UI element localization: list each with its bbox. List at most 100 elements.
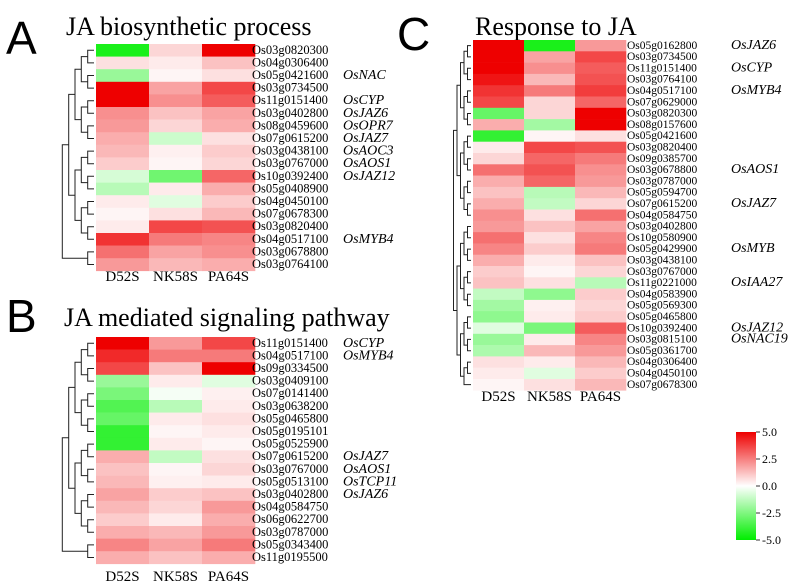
dendrogram-branch	[87, 226, 94, 240]
dendrogram-branch	[74, 361, 82, 414]
row-label: Os11g0221000	[627, 277, 697, 289]
row-label: Os03g0438100	[627, 255, 698, 267]
column-label: PA64S	[208, 569, 249, 585]
heatmap-cell	[202, 119, 256, 133]
dendrogram-branch	[68, 93, 75, 196]
heatmap-cell	[149, 526, 203, 539]
column-label: NK58S	[153, 569, 198, 585]
heatmap-cell	[473, 311, 525, 323]
row-label: Os03g0820300	[252, 43, 328, 57]
row-label: Os03g0678800	[627, 164, 698, 176]
heatmap-cell	[96, 463, 150, 476]
heatmap-cell	[149, 157, 203, 171]
heatmap-cell	[524, 40, 576, 52]
row-label: Os03g0402800	[627, 221, 698, 233]
heatmap-cell	[202, 170, 256, 183]
dendrogram-branch	[87, 342, 94, 357]
heatmap-cell	[524, 220, 576, 233]
dendrogram-branch	[87, 251, 94, 265]
heatmap-cell	[202, 157, 256, 171]
heatmap-cell	[575, 85, 627, 97]
row-label: Os05g0343400	[252, 537, 328, 551]
panel-b-letter: B	[6, 290, 37, 342]
heatmap-cell	[96, 488, 150, 502]
row-label: Os03g0820300	[627, 108, 698, 120]
dendrogram-branch	[87, 49, 94, 64]
heatmap-cell	[202, 412, 256, 426]
row-label: Os05g0429900	[627, 243, 698, 255]
row-label: Os03g0820400	[252, 219, 328, 233]
heatmap-cell	[524, 266, 576, 278]
gene-annotation: OsIAA27	[731, 275, 783, 290]
row-label: Os03g0787000	[627, 175, 698, 187]
panel-c-heatmap: Os05g0162800Os03g0734500Os11g0151400Os03…	[453, 38, 788, 405]
heatmap-cell	[524, 62, 576, 75]
heatmap-cell	[149, 475, 203, 489]
row-label: Os05g0569300	[627, 300, 698, 312]
heatmap-cell	[96, 182, 150, 196]
heatmap-cell	[473, 367, 525, 380]
row-label: Os03g0820400	[627, 142, 698, 154]
heatmap-cell	[575, 367, 627, 380]
heatmap-cell	[96, 195, 150, 209]
heatmap-cell	[524, 153, 576, 165]
dendrogram-branch	[87, 201, 94, 215]
heatmap-cell	[202, 207, 256, 221]
dendrogram-branch	[87, 393, 94, 407]
heatmap-cell	[149, 513, 203, 527]
heatmap-cell	[473, 119, 525, 131]
heatmap-cell	[96, 513, 150, 527]
heatmap-cell	[524, 356, 576, 368]
heatmap-cell	[202, 538, 256, 552]
heatmap-cell	[149, 132, 203, 146]
dendrogram-branch	[463, 322, 468, 346]
heatmap-cell	[473, 62, 525, 75]
gene-annotation: OsCYP	[343, 93, 385, 108]
color-scale-tick-label: 2.5	[762, 452, 777, 466]
heatmap-cell	[473, 175, 525, 188]
heatmap-cell	[149, 69, 203, 83]
heatmap-cell	[96, 387, 150, 401]
heatmap-cell	[575, 175, 627, 188]
dendrogram-branch	[467, 316, 471, 329]
dendrogram-branch	[463, 50, 468, 75]
dendrogram-branch	[80, 500, 88, 527]
heatmap-cell	[96, 119, 150, 133]
gene-annotation: OsCYP	[343, 336, 385, 351]
heatmap-cell	[202, 374, 256, 388]
row-label: Os04g0583900	[627, 288, 698, 300]
panel-b-title: JA mediated signaling pathway	[64, 303, 390, 332]
heatmap-cell	[524, 85, 576, 97]
dendrogram-branch	[463, 276, 468, 301]
heatmap-cell	[473, 220, 525, 233]
row-label: Os05g0465800	[627, 311, 698, 323]
gene-annotation: OsAOS1	[731, 162, 779, 177]
heatmap-cell	[149, 463, 203, 476]
gene-annotation: OsAOS1	[343, 462, 391, 477]
heatmap-cell	[473, 96, 525, 109]
row-label: Os11g0151400	[252, 93, 328, 107]
heatmap-cell	[149, 362, 203, 376]
heatmap-cell	[575, 299, 627, 312]
row-label: Os03g0678800	[252, 244, 328, 258]
heatmap-cell	[575, 198, 627, 210]
dendrogram-branch	[467, 271, 471, 284]
heatmap-cell	[96, 374, 150, 388]
heatmap-cell	[524, 379, 576, 391]
heatmap-cell	[202, 81, 256, 95]
row-label: Os05g0465800	[252, 411, 328, 425]
panel-b-heatmap: Os11g0151400Os04g0517100Os09g0334500Os03…	[61, 336, 397, 585]
heatmap-cell	[202, 258, 256, 272]
heatmap-cell	[202, 437, 256, 451]
color-scale-bar	[736, 432, 756, 540]
dendrogram-branch	[87, 519, 94, 533]
row-label: Os07g0615200	[252, 449, 328, 463]
heatmap-cell	[149, 44, 203, 57]
heatmap-cell	[96, 157, 150, 171]
dendrogram-branch	[87, 443, 94, 458]
heatmap-cell	[202, 463, 256, 476]
heatmap-cell	[524, 107, 576, 120]
color-scale-legend: 5.0 2.5 0.0 -2.5 -5.0	[736, 425, 781, 547]
heatmap-cell	[202, 69, 256, 83]
heatmap-cell	[96, 107, 150, 120]
